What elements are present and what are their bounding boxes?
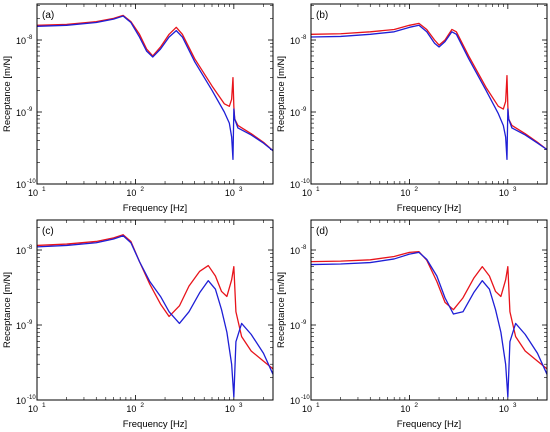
series-line-blue [36,15,274,161]
y-tick-exponent: -8 [27,35,33,41]
y-tick-label: 10 [290,180,300,190]
series-line-red [36,234,274,370]
y-tick-exponent: -10 [27,179,36,185]
x-tick-exponent: 1 [316,186,320,193]
y-tick-label: 10 [290,108,300,118]
y-tick-label: 10 [16,321,26,331]
x-tick-exponent: 1 [42,186,46,193]
x-tick-label: 10 [302,188,312,198]
x-tick-exponent: 2 [140,402,144,409]
x-tick-exponent: 3 [513,402,517,409]
x-tick-label: 10 [302,404,312,414]
x-tick-exponent: 3 [239,186,243,193]
x-tick-exponent: 3 [513,186,517,193]
series-line-blue [310,24,548,161]
x-tick-exponent: 2 [140,186,144,193]
y-axis-label: Receptance [m/N] [2,272,13,348]
y-tick-label: 10 [290,396,300,406]
y-tick-exponent: -9 [27,320,33,326]
series-line-red [36,14,274,152]
y-tick-label: 10 [16,108,26,118]
y-axis-label: Receptance [m/N] [276,56,287,132]
panel-label: (b) [316,10,328,21]
x-tick-exponent: 1 [42,402,46,409]
x-tick-label: 10 [28,404,38,414]
y-tick-exponent: -9 [301,107,307,113]
y-tick-exponent: -8 [301,35,307,41]
x-tick-label: 10 [225,188,235,198]
y-tick-exponent: -8 [301,245,307,251]
x-tick-label: 10 [400,188,410,198]
x-tick-label: 10 [225,404,235,414]
x-tick-exponent: 3 [239,402,243,409]
y-tick-exponent: -8 [27,245,33,251]
y-tick-label: 10 [16,246,26,256]
x-tick-label: 10 [126,188,136,198]
y-axis-label: Receptance [m/N] [276,272,287,348]
y-tick-label: 10 [290,321,300,331]
x-tick-label: 10 [126,404,136,414]
x-axis-label: Frequency [Hz] [397,419,461,430]
x-tick-exponent: 2 [414,402,418,409]
x-axis-label: Frequency [Hz] [123,419,187,430]
series-line-blue [310,251,548,398]
y-tick-label: 10 [16,180,26,190]
series-line-blue [36,235,274,398]
axes-frame [36,219,274,401]
x-tick-label: 10 [499,188,509,198]
panel-label: (c) [42,226,54,237]
y-tick-exponent: -9 [301,320,307,326]
y-tick-label: 10 [290,36,300,46]
panel-label: (a) [42,10,54,21]
y-axis-label: Receptance [m/N] [2,56,13,132]
x-tick-exponent: 1 [316,402,320,409]
axes-frame [310,3,548,185]
x-axis-label: Frequency [Hz] [123,203,187,214]
y-tick-exponent: -10 [27,395,36,401]
x-tick-label: 10 [400,404,410,414]
x-axis-label: Frequency [Hz] [397,203,461,214]
panel-label: (d) [316,226,328,237]
x-tick-label: 10 [28,188,38,198]
x-tick-exponent: 2 [414,186,418,193]
series-line-red [310,22,548,151]
y-tick-label: 10 [16,36,26,46]
y-tick-exponent: -10 [301,395,310,401]
y-tick-label: 10 [16,396,26,406]
axes-frame [310,219,548,401]
series-line-red [310,251,548,370]
x-tick-label: 10 [499,404,509,414]
y-tick-exponent: -10 [301,179,310,185]
y-tick-exponent: -9 [27,107,33,113]
y-tick-label: 10 [290,246,300,256]
axes-frame [36,3,274,185]
